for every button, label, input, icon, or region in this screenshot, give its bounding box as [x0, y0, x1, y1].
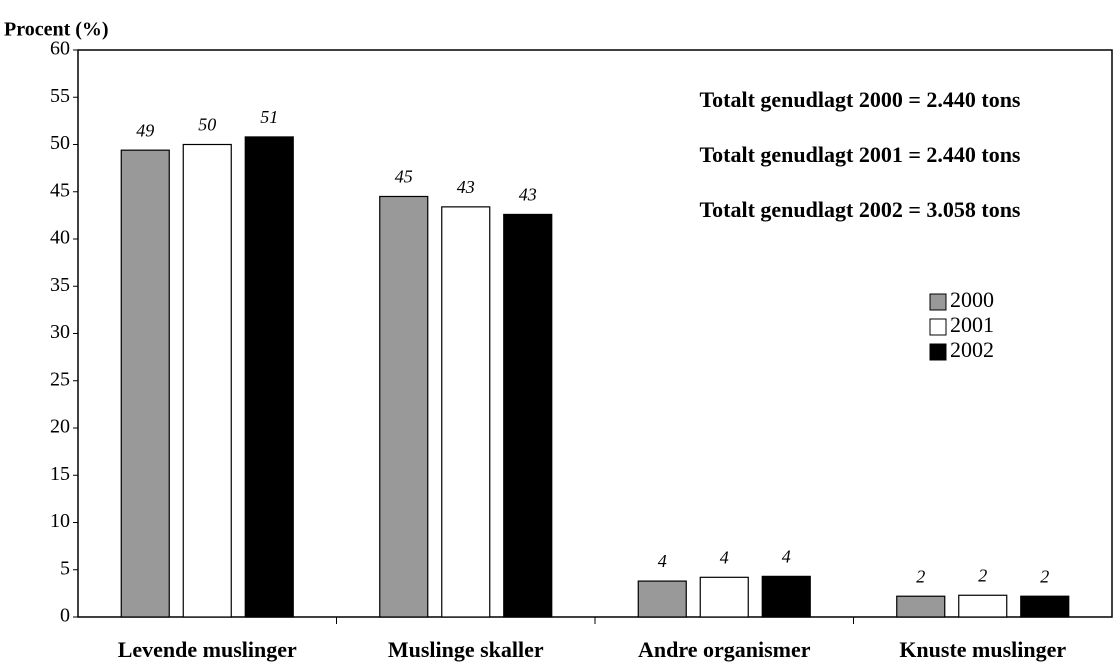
data-label: 4: [720, 547, 729, 567]
bar: [637, 580, 687, 618]
bar: [379, 195, 429, 618]
bar: [761, 575, 811, 618]
bar: [958, 594, 1008, 618]
data-label: 2: [916, 566, 925, 586]
bar: [182, 143, 232, 618]
y-axis-label: Procent (%): [4, 19, 109, 41]
y-tick-label: 30: [50, 321, 70, 343]
data-label: 2: [978, 565, 987, 585]
legend-swatch: [929, 343, 947, 361]
x-tick-label: Levende muslinger: [118, 637, 297, 662]
bar: [1020, 595, 1070, 618]
bar: [244, 136, 294, 618]
legend-label: 2002: [950, 337, 994, 362]
data-label: 4: [658, 551, 667, 571]
y-tick-label: 45: [50, 179, 70, 201]
legend-label: 2000: [950, 287, 994, 312]
y-tick-label: 40: [50, 227, 70, 249]
x-tick-label: Muslinge skaller: [388, 637, 544, 662]
annotation: Totalt genudlagt 2002 = 3.058 tons: [700, 197, 1021, 222]
y-tick-label: 50: [50, 132, 70, 154]
data-label: 4: [782, 546, 791, 566]
y-tick-label: 10: [50, 510, 70, 532]
data-label: 50: [198, 115, 216, 135]
data-label: 51: [260, 107, 278, 127]
bar: [896, 595, 946, 618]
data-label: 43: [519, 185, 537, 205]
bar: [120, 149, 170, 618]
y-tick-label: 35: [50, 274, 70, 296]
data-label: 49: [136, 120, 154, 140]
data-label: 43: [457, 177, 475, 197]
y-tick-label: 55: [50, 85, 70, 107]
data-label: 2: [1040, 566, 1049, 586]
y-tick-label: 20: [50, 416, 70, 438]
bar: [503, 213, 553, 618]
legend-label: 2001: [950, 312, 994, 337]
bar: [441, 206, 491, 618]
legend-swatch: [929, 293, 947, 311]
annotation: Totalt genudlagt 2001 = 2.440 tons: [700, 142, 1021, 167]
y-tick-label: 5: [60, 557, 70, 579]
legend-swatch: [929, 318, 947, 336]
x-tick-label: Knuste muslinger: [899, 637, 1066, 662]
x-tick-label: Andre organismer: [638, 637, 811, 662]
annotation: Totalt genudlagt 2000 = 2.440 tons: [700, 87, 1021, 112]
y-tick-label: 60: [50, 38, 70, 60]
y-tick-label: 15: [50, 463, 70, 485]
bar: [699, 576, 749, 618]
y-tick-label: 0: [60, 605, 70, 627]
data-label: 45: [395, 167, 413, 187]
y-tick-label: 25: [50, 368, 70, 390]
